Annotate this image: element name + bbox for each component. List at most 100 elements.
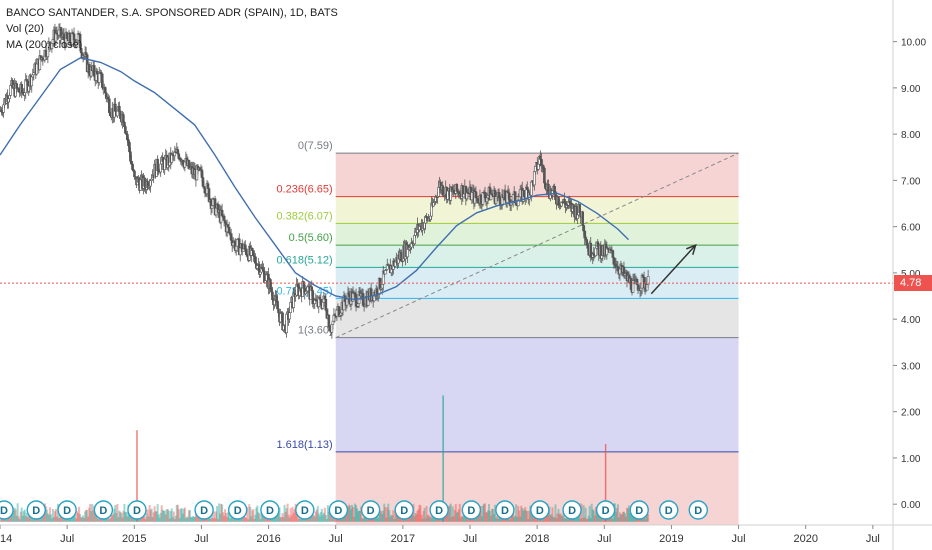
volume-bar	[183, 507, 186, 522]
dividend-marker[interactable]	[295, 500, 315, 520]
volume-bar	[525, 510, 528, 522]
fibonacci-levels	[335, 152, 739, 453]
arrow-shaft[interactable]	[650, 244, 697, 295]
dividend-marker[interactable]	[562, 500, 582, 520]
dividend-marker[interactable]	[394, 500, 414, 520]
volume-bar	[620, 514, 623, 522]
volume-bar	[152, 512, 155, 522]
dividend-marker-label: D	[63, 505, 71, 517]
volume-bar	[289, 508, 292, 522]
volume-bar	[499, 516, 502, 522]
volume-bar	[254, 514, 257, 522]
volume-bar	[256, 505, 259, 522]
volume-bar	[287, 514, 290, 522]
volume-bar	[339, 518, 342, 522]
volume-bar	[362, 518, 365, 522]
volume-bar	[572, 517, 575, 522]
volume-bar	[162, 511, 165, 522]
volume-bar	[585, 518, 588, 522]
volume-bar	[252, 509, 255, 522]
volume-bar	[74, 510, 77, 522]
volume-bar	[425, 506, 428, 522]
dividend-marker[interactable]	[227, 500, 248, 520]
dividend-marker[interactable]	[595, 500, 616, 520]
dividend-marker[interactable]	[57, 500, 77, 520]
volume-bar	[323, 507, 326, 522]
volume-bar	[184, 518, 187, 522]
volume-bar	[343, 516, 346, 522]
dividend-marker[interactable]	[93, 500, 114, 520]
dividend-marker[interactable]	[0, 500, 14, 520]
volume-bar	[551, 507, 554, 522]
dividend-marker[interactable]	[26, 500, 46, 520]
dividend-marker-label: D	[435, 505, 443, 517]
volume-bar	[285, 508, 288, 522]
volume-bar	[366, 519, 369, 522]
volume-bar	[117, 517, 120, 522]
dividend-marker[interactable]	[360, 500, 381, 520]
volume-bar	[417, 509, 420, 522]
volume-bar	[215, 511, 218, 522]
volume-bar	[47, 515, 50, 522]
volume-bar	[495, 518, 498, 522]
y-tick-label: 6.00	[901, 223, 921, 234]
volume-bar	[454, 504, 457, 522]
dividend-marker[interactable]	[328, 500, 349, 520]
candle-body	[35, 63, 39, 75]
volume-bar	[213, 511, 216, 522]
volume-bar	[85, 509, 88, 522]
volume-bar	[580, 503, 583, 522]
dividend-marker[interactable]	[461, 500, 482, 520]
volume-bar	[238, 518, 241, 522]
dividend-marker[interactable]	[429, 500, 449, 520]
dividend-marker-label: D	[133, 505, 141, 517]
volume-bar	[449, 503, 452, 522]
volume-bar	[319, 512, 322, 522]
dividend-marker[interactable]	[260, 500, 280, 520]
volume-bar	[78, 506, 81, 522]
dividend-marker[interactable]	[495, 500, 515, 520]
volume-bar	[564, 517, 567, 522]
volume-bar	[540, 517, 543, 522]
symbol-title[interactable]: BANCO SANTANDER, S.A. SPONSORED ADR (SPA…	[6, 7, 338, 19]
dividend-marker[interactable]	[127, 500, 147, 520]
volume-bar	[314, 511, 317, 522]
volume-bar	[498, 516, 501, 522]
ma-200-line[interactable]	[0, 57, 629, 301]
volume-bar	[506, 519, 509, 522]
volume-bar	[386, 507, 389, 522]
volume-bar	[418, 504, 421, 522]
fib-trend-line[interactable]	[335, 152, 739, 339]
volume-bar	[550, 514, 553, 522]
dividend-marker[interactable]	[194, 500, 214, 520]
volume-bar	[26, 517, 29, 522]
volume-bar	[144, 519, 147, 522]
volume-bar	[549, 515, 552, 522]
candle-body	[455, 183, 459, 192]
volume-bar	[514, 515, 517, 522]
volume-bar	[255, 507, 258, 522]
volume-bar	[482, 503, 485, 522]
volume-bar	[353, 516, 356, 522]
dividend-marker[interactable]	[629, 500, 649, 520]
dividend-marker[interactable]	[659, 500, 679, 520]
ma-indicator-label[interactable]: MA (200, close)	[6, 39, 83, 51]
candle-body	[220, 209, 224, 217]
x-tick-label: 2017	[391, 533, 415, 545]
dividend-marker-label: D	[568, 505, 576, 517]
volume-bar	[164, 514, 167, 522]
dividend-marker[interactable]	[530, 500, 550, 520]
volume-bar	[52, 517, 55, 522]
volume-bar	[452, 516, 455, 522]
dividend-marker-label: D	[334, 505, 342, 517]
dividend-marker[interactable]	[688, 500, 708, 520]
volume-bar	[480, 516, 483, 522]
volume-indicator-label[interactable]: Vol (20)	[6, 23, 44, 35]
volume-bar	[222, 512, 225, 522]
volume-bar	[548, 506, 551, 522]
volume-bar	[178, 518, 181, 522]
volume-bar	[124, 511, 127, 522]
volume-bar	[379, 511, 382, 522]
candle-body	[611, 250, 615, 258]
